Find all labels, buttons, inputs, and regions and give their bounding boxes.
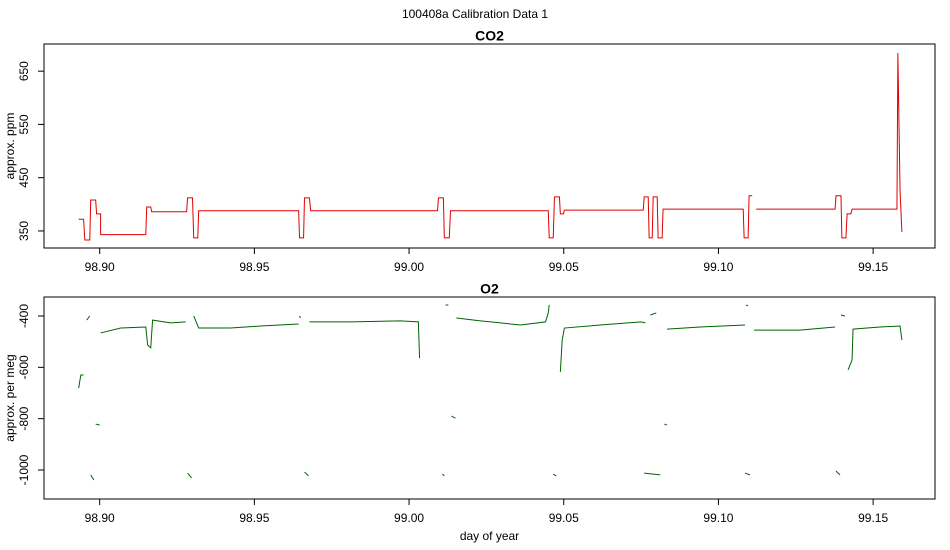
y-tick-label: -1000 [17,454,31,485]
y-axis-label: approx. per meg [3,354,17,441]
y-tick-label: -400 [17,304,31,328]
x-tick-label: 99.15 [858,511,888,525]
panel-title: O2 [480,281,499,297]
y-tick-label: -600 [17,355,31,379]
panel-title: CO2 [475,28,504,44]
x-tick-label: 98.90 [85,260,115,274]
page-title: 100408a Calibration Data 1 [402,7,548,21]
x-tick-label: 99.10 [703,511,733,525]
x-tick-label: 99.10 [703,260,733,274]
data-line [78,53,903,241]
x-tick-label: 98.90 [85,511,115,525]
y-tick-label: 350 [17,221,31,241]
y-tick-label: 550 [17,114,31,134]
plot-frame [43,296,936,500]
plot-frame [43,43,936,249]
x-tick-label: 99.05 [549,260,579,274]
y-tick-label: 450 [17,167,31,187]
x-tick-label: 99.15 [858,260,888,274]
x-tick-label: 98.95 [239,260,269,274]
y-tick-label: 650 [17,61,31,81]
x-tick-label: 99.05 [549,511,579,525]
data-line [78,304,903,481]
y-axis-label: approx. ppm [3,113,17,180]
x-tick-label: 98.95 [239,511,269,525]
x-axis-label: day of year [460,529,519,543]
x-tick-label: 99.00 [394,511,424,525]
x-tick-label: 99.00 [394,260,424,274]
y-tick-label: -800 [17,406,31,430]
